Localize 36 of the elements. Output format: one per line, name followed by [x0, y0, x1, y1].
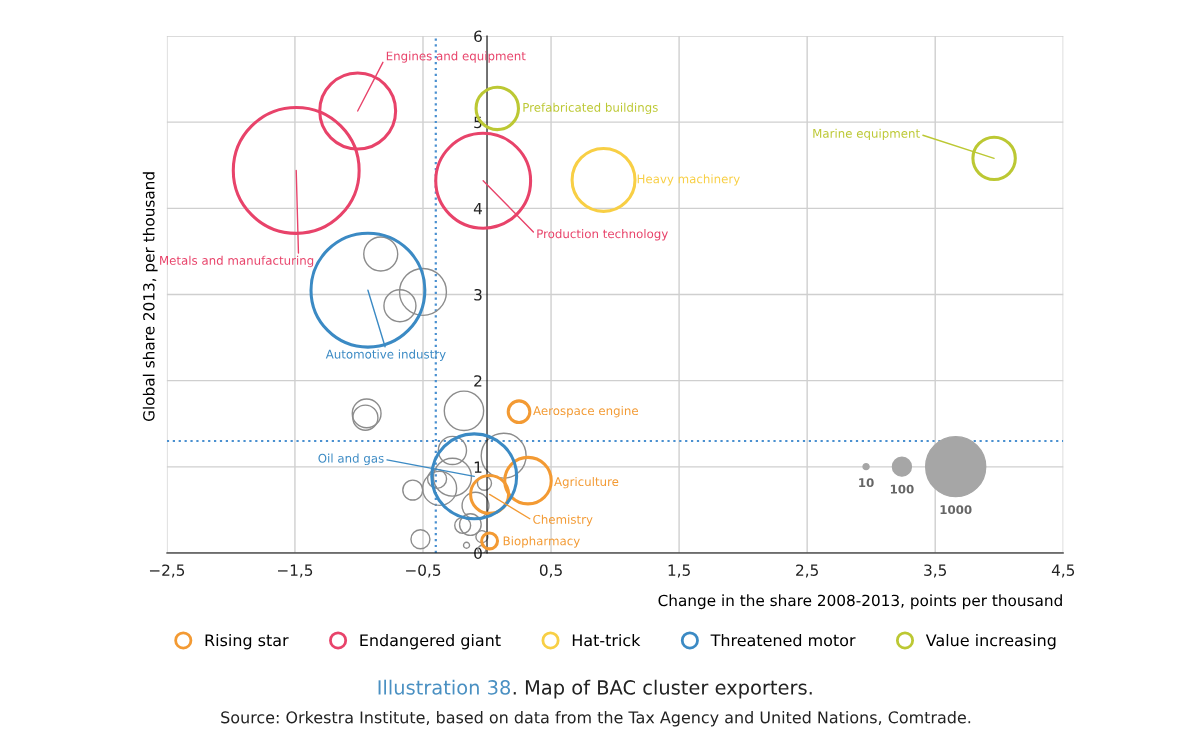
x-tick-label: 4,5	[1051, 564, 1075, 578]
annotation: Aerospace engine	[533, 405, 638, 418]
annotation: Marine equipment	[813, 128, 920, 141]
legend-label: Value increasing	[925, 633, 1056, 650]
x-axis-title: Change in the share 2008-2013, points per thousand	[658, 594, 1062, 610]
annotation: Oil and gas	[318, 453, 384, 466]
annotation: Metals and manufacturing	[160, 255, 314, 268]
x-tick-label: −0,5	[406, 564, 441, 578]
x-tick-label: 1,5	[668, 564, 690, 578]
source-note: Source: Orkestra Institute, based on data from the Tax Agency and United Nations, Comtrade.	[221, 711, 971, 727]
legend-label: Hat-trick	[572, 633, 641, 647]
x-tick-label: 0,5	[539, 564, 562, 578]
annotation: Biopharmacy	[503, 536, 580, 548]
annotation: Heavy machinery	[637, 174, 740, 186]
x-tick-label: 2,5	[796, 564, 818, 578]
annotation: Chemistry	[533, 514, 593, 527]
x-tick-label: −1,5	[278, 564, 313, 578]
y-tick-label: 6	[474, 30, 482, 43]
y-tick-label: 3	[474, 288, 482, 301]
y-tick-label: 4	[473, 203, 482, 215]
x-tick-label: −2,5	[149, 564, 185, 578]
annotation: Prefabricated buildings	[523, 102, 658, 115]
y-axis-title: Global share 2013, per thousand	[142, 172, 158, 422]
text: Illustration 38. Map of BAC cluster exporters.	[378, 679, 812, 699]
annotation: Automotive industry	[325, 349, 446, 361]
legend-label: Threatened motor	[710, 633, 856, 647]
annotation: Agriculture	[554, 476, 619, 489]
annotation: Production technology	[537, 229, 668, 241]
x-tick-label: 3,5	[924, 564, 947, 578]
legend-label: Rising star	[205, 633, 289, 650]
legend-label: 1000	[940, 505, 972, 515]
legend-label: 100	[890, 484, 914, 494]
legend-label: 10	[859, 478, 874, 488]
y-tick-label: 2	[474, 375, 482, 387]
legend-label: Endangered giant	[360, 633, 501, 650]
y-tick-label: 1	[474, 461, 482, 473]
